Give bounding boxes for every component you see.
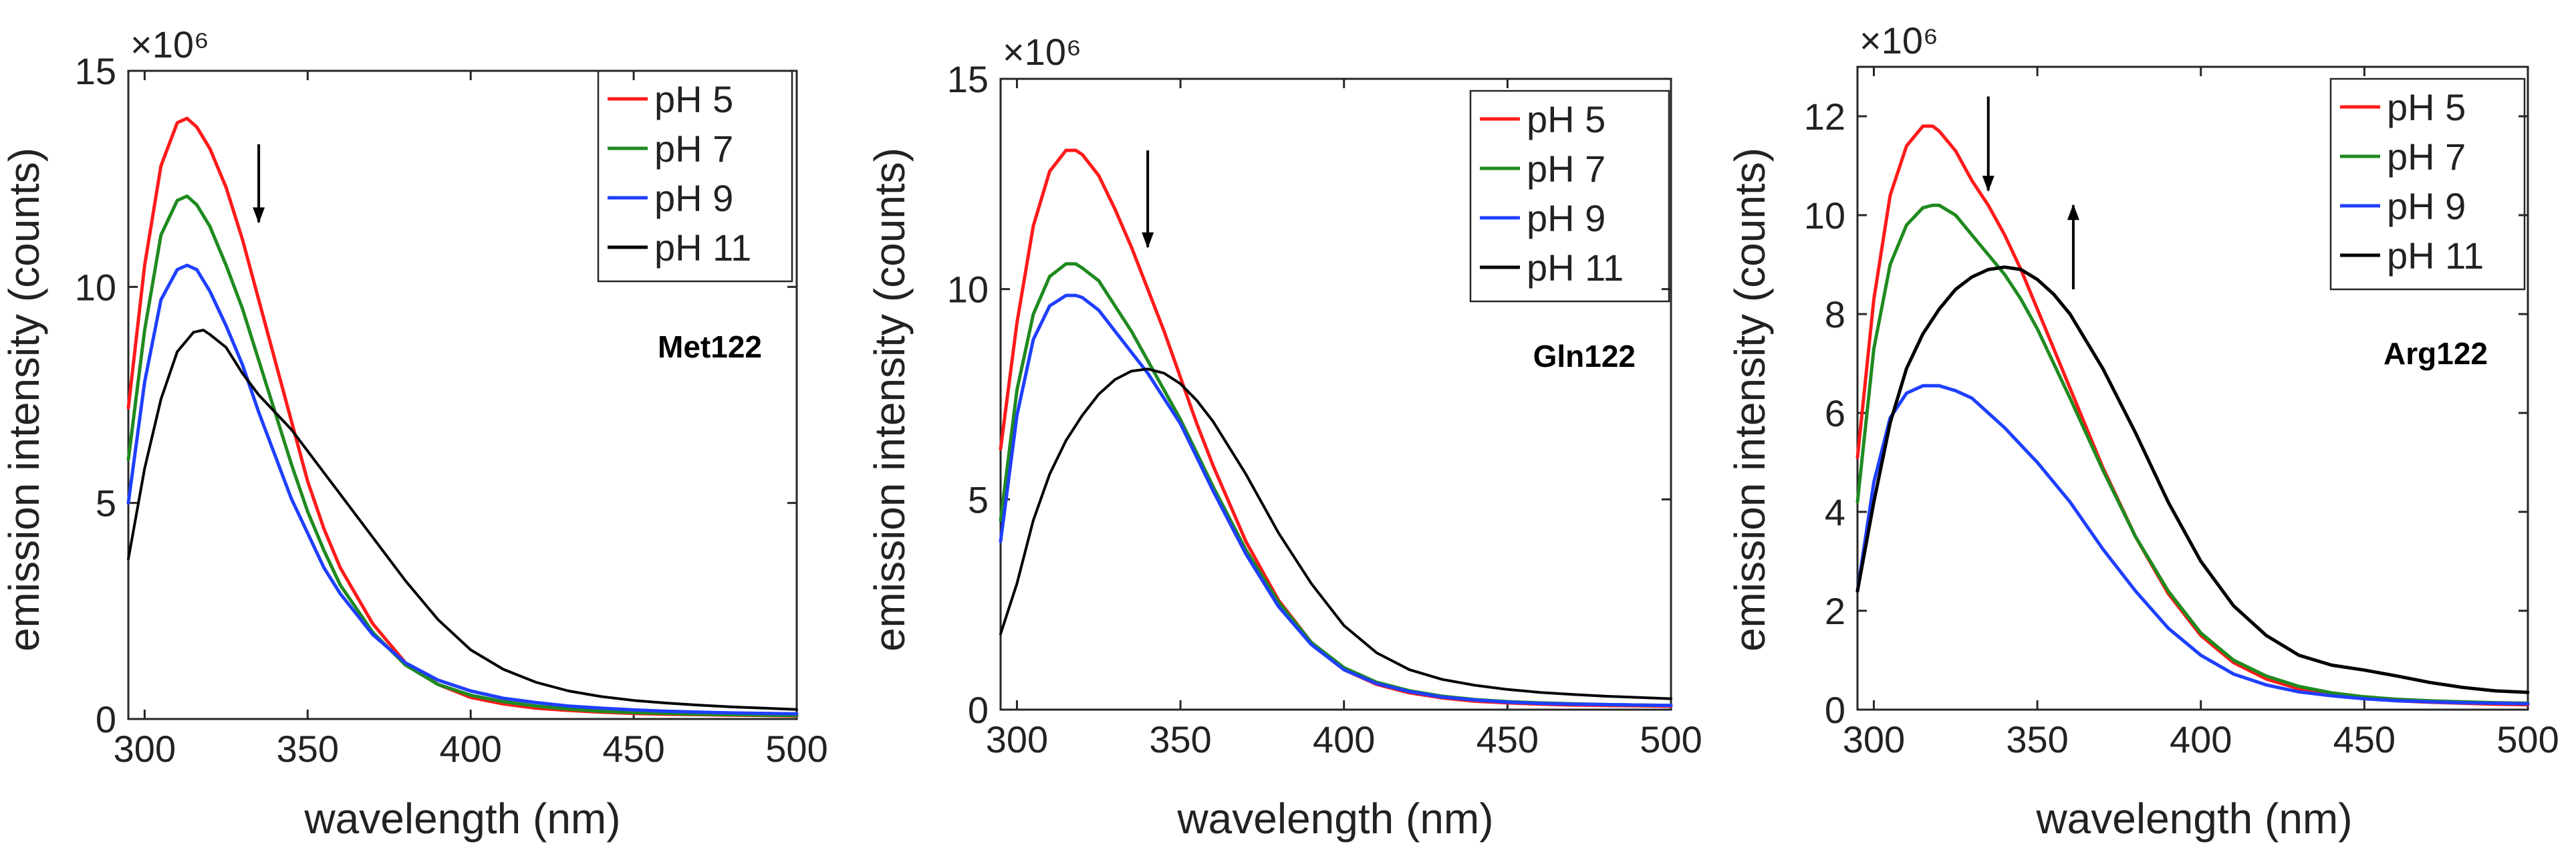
- series-line-ph-9: [1855, 384, 2530, 706]
- legend-label: pH 7: [1527, 148, 1605, 190]
- chart-panel-gln122: emission intensity (counts) wavelength (…: [866, 31, 1702, 843]
- annotation-label: Arg122: [2384, 336, 2488, 371]
- legend-label: pH 11: [1527, 247, 1624, 289]
- arrow-head: [1982, 176, 1994, 192]
- legend-label: pH 5: [654, 78, 733, 120]
- x-tick-label: 300: [1843, 718, 1905, 760]
- x-tick-label: 450: [602, 728, 664, 770]
- legend: pH 5 pH 7 pH 9 pH 11: [2329, 78, 2526, 291]
- y-exponent-label: ×10⁶: [1859, 19, 1938, 61]
- x-tick-label: 500: [2496, 718, 2559, 760]
- y-axis-label: emission intensity (counts): [0, 148, 48, 652]
- x-tick-label: 500: [765, 728, 827, 770]
- x-axis-label: wavelength (nm): [2035, 795, 2352, 843]
- x-tick-label: 300: [986, 718, 1048, 760]
- x-tick-label: 450: [1476, 718, 1539, 760]
- x-tick-label: 300: [114, 728, 176, 770]
- y-tick-label: 15: [947, 58, 989, 100]
- y-axis-label: emission intensity (counts): [1726, 148, 1774, 652]
- y-tick-label: 6: [1825, 392, 1845, 434]
- y-tick-label: 2: [1825, 590, 1845, 632]
- chart-panel-arg122: emission intensity (counts) wavelength (…: [1726, 19, 2559, 843]
- arrow-head: [2067, 204, 2079, 221]
- series-line-ph-11: [999, 368, 1672, 700]
- y-exponent-label: ×10⁶: [130, 23, 209, 65]
- y-tick-label: 10: [75, 266, 116, 308]
- legend-label: pH 9: [1527, 197, 1605, 239]
- x-tick-labels: 300 350 400 450 500: [114, 728, 828, 770]
- series-line-ph-7: [999, 262, 1673, 708]
- legend-label: pH 11: [2387, 235, 2484, 277]
- y-tick-label: 0: [1825, 689, 1845, 731]
- y-tick-labels: 0 2 4 6 8 10 12: [1804, 96, 1845, 731]
- series-line-ph-11: [127, 329, 798, 711]
- x-tick-label: 350: [1149, 718, 1211, 760]
- y-axis-label: emission intensity (counts): [866, 148, 914, 652]
- x-tick-label: 350: [277, 728, 339, 770]
- x-tick-label: 400: [1313, 718, 1375, 760]
- legend-label: pH 9: [654, 177, 733, 219]
- x-axis-label: wavelength (nm): [1176, 795, 1493, 843]
- plot-frame: [1856, 65, 2529, 711]
- y-tick-label: 0: [968, 689, 989, 731]
- y-tick-label: 10: [947, 269, 989, 311]
- legend-label: pH 5: [2387, 86, 2466, 128]
- y-tick-label: 15: [75, 50, 116, 92]
- series-line-ph-11: [1855, 265, 2530, 694]
- annotation-label: Gln122: [1533, 339, 1636, 374]
- y-tick-label: 5: [968, 478, 989, 521]
- x-tick-label: 400: [439, 728, 501, 770]
- y-tick-label: 12: [1804, 96, 1845, 138]
- series-line-ph-7: [1855, 203, 2530, 705]
- series-line-ph-9: [126, 263, 799, 716]
- y-tick-label: 4: [1825, 491, 1845, 533]
- y-tick-label: 5: [96, 482, 116, 525]
- legend-label: pH 5: [1527, 98, 1605, 140]
- y-tick-label: 8: [1825, 293, 1845, 335]
- plot-frame: [999, 78, 1672, 711]
- y-tick-label: 0: [96, 698, 116, 740]
- series-line-ph-9: [999, 293, 1673, 708]
- y-tick-labels: 0 5 10 15: [75, 50, 116, 740]
- arrow-head: [1142, 232, 1154, 249]
- x-tick-labels: 300 350 400 450 500: [986, 718, 1702, 760]
- annotation-label: Met122: [658, 329, 762, 364]
- x-tick-label: 500: [1640, 718, 1702, 760]
- y-tick-label: 10: [1804, 194, 1845, 237]
- x-axis-label: wavelength (nm): [303, 795, 620, 843]
- x-tick-label: 450: [2333, 718, 2396, 760]
- legend-label: pH 9: [2387, 185, 2466, 227]
- y-exponent-label: ×10⁶: [1003, 31, 1081, 73]
- legend: pH 5 pH 7 pH 9 pH 11: [1469, 90, 1670, 303]
- x-tick-label: 350: [2006, 718, 2068, 760]
- chart-panel-met122: emission intensity (counts) wavelength (…: [0, 23, 828, 843]
- legend-label: pH 7: [2387, 136, 2466, 178]
- series-line-ph-7: [126, 194, 799, 718]
- y-tick-labels: 0 5 10 15: [947, 58, 989, 731]
- x-tick-labels: 300 350 400 450 500: [1843, 718, 2559, 760]
- legend-label: pH 11: [654, 227, 751, 269]
- legend-label: pH 7: [654, 128, 733, 170]
- arrow-head: [253, 207, 265, 224]
- legend: pH 5 pH 7 pH 9 pH 11: [597, 69, 793, 283]
- x-tick-label: 400: [2170, 718, 2232, 760]
